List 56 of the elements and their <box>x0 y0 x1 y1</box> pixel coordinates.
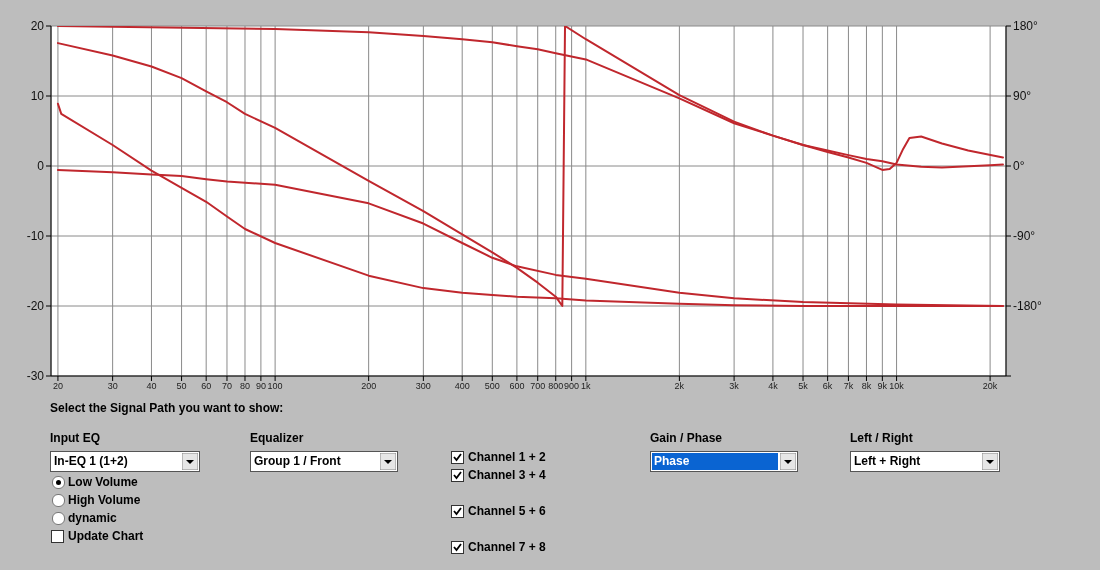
x-tick-label: 9k <box>877 381 888 392</box>
dropdown: In-EQ 1 (1+2) <box>50 451 200 472</box>
text: Channel 3 + 4 <box>468 468 546 482</box>
x-tick-label: 300 <box>415 381 431 392</box>
x-tick-label: 8k <box>861 381 872 392</box>
x-tick-label: 50 <box>176 381 187 392</box>
dropdown: Phase <box>650 451 798 472</box>
x-tick-label: 900 <box>564 381 580 392</box>
text: Input EQ <box>50 431 100 445</box>
y-tick-label: -30 <box>26 369 45 384</box>
text: Select the Signal Path you want to show: <box>50 401 284 415</box>
x-tick-label: 4k <box>768 381 779 392</box>
text: dynamic <box>68 511 117 525</box>
y2-tick-label: 90° <box>1013 89 1032 104</box>
dropdown: Left + Right <box>850 451 1000 472</box>
text: Gain / Phase <box>650 431 723 445</box>
y2-tick-label: -180° <box>1013 299 1043 314</box>
x-tick-label: 20k <box>982 381 998 392</box>
text: High Volume <box>68 493 141 507</box>
x-tick-label: 7k <box>843 381 854 392</box>
x-tick-label: 6k <box>822 381 833 392</box>
x-tick-label: 200 <box>361 381 377 392</box>
y-tick-label: 0 <box>37 159 45 174</box>
y-tick-label: -10 <box>26 229 45 244</box>
text: Update Chart <box>68 529 144 543</box>
x-tick-label: 800 <box>548 381 564 392</box>
x-tick-label: 40 <box>146 381 157 392</box>
x-tick-label: 400 <box>454 381 470 392</box>
x-tick-label: 80 <box>239 381 251 392</box>
text: Low Volume <box>68 475 138 489</box>
y2-tick-label: 180° <box>1013 19 1039 34</box>
text: Channel 1 + 2 <box>468 450 546 464</box>
text: Equalizer <box>250 431 304 445</box>
text: Channel 7 + 8 <box>468 540 546 554</box>
x-tick-label: 90 <box>255 381 266 392</box>
y-tick-label: -20 <box>26 299 45 314</box>
y-tick-label: 20 <box>30 19 45 34</box>
y2-tick-label: 0° <box>1013 159 1025 174</box>
x-tick-label: 500 <box>484 381 500 392</box>
text: Channel 5 + 6 <box>468 504 546 518</box>
x-tick-label: 10k <box>889 381 905 392</box>
x-tick-label: 600 <box>509 381 525 392</box>
x-tick-label: 70 <box>221 381 232 392</box>
x-tick-label: 20 <box>52 381 63 392</box>
x-tick-label: 100 <box>267 381 283 392</box>
x-tick-label: 30 <box>107 381 118 392</box>
x-tick-label: 5k <box>798 381 809 392</box>
x-tick-label: 2k <box>674 381 685 392</box>
text: Left / Right <box>850 431 913 445</box>
y-tick-label: 10 <box>30 89 45 104</box>
x-tick-label: 3k <box>729 381 740 392</box>
y2-tick-label: -90° <box>1013 229 1036 244</box>
x-tick-label: 700 <box>530 381 546 392</box>
x-tick-label: 1k <box>581 381 592 392</box>
dropdown: Group 1 / Front <box>250 451 398 472</box>
x-tick-label: 60 <box>201 381 212 392</box>
